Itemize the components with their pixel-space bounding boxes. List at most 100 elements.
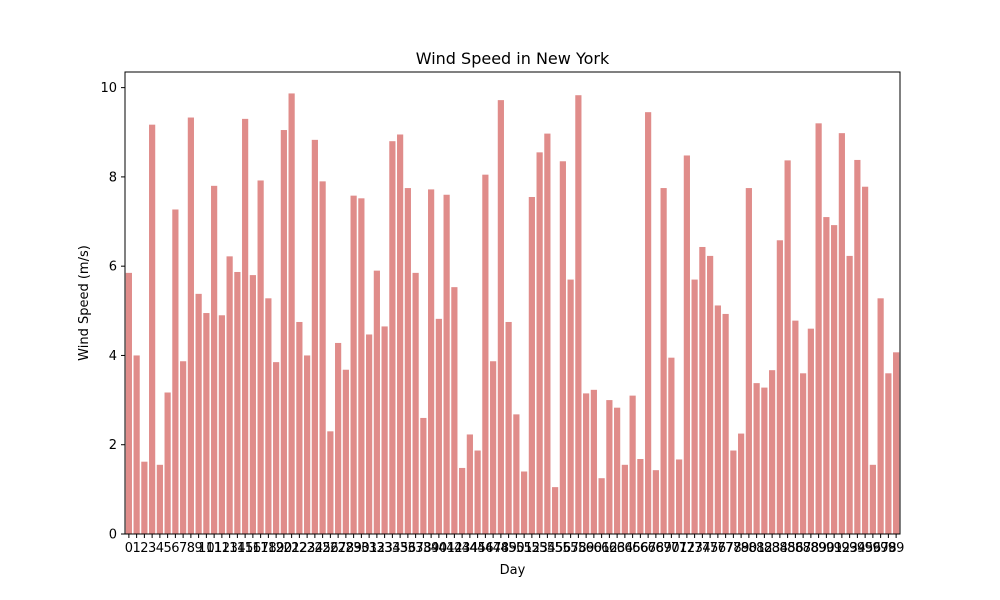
bar-day-67 bbox=[645, 112, 652, 535]
x-tick-label: 23 bbox=[299, 541, 316, 556]
x-tick-label: 91 bbox=[826, 541, 843, 556]
x-tick-label: 66 bbox=[632, 541, 649, 556]
x-tick-label: 68 bbox=[648, 541, 665, 556]
x-tick-label: 5 bbox=[163, 541, 171, 556]
bar-day-70 bbox=[668, 357, 675, 534]
x-tick-label: 79 bbox=[733, 541, 750, 556]
x-tick-label: 22 bbox=[291, 541, 308, 556]
bar-day-6 bbox=[172, 209, 179, 535]
x-tick-label: 61 bbox=[593, 541, 610, 556]
bar-day-57 bbox=[567, 279, 574, 534]
bar-day-81 bbox=[753, 383, 760, 534]
bar-day-33 bbox=[381, 326, 388, 534]
bar-day-71 bbox=[676, 459, 683, 534]
bar-day-10 bbox=[203, 313, 210, 534]
x-tick-label: 7 bbox=[179, 541, 187, 556]
x-tick-label: 52 bbox=[524, 541, 541, 556]
chart-title: Wind Speed in New York bbox=[416, 49, 610, 68]
x-tick-label: 21 bbox=[283, 541, 300, 556]
bar-day-42 bbox=[451, 287, 458, 534]
x-tick-label: 35 bbox=[392, 541, 409, 556]
x-tick-label: 27 bbox=[330, 541, 347, 556]
x-tick-label: 12 bbox=[214, 541, 231, 556]
x-tick-label: 69 bbox=[655, 541, 672, 556]
x-tick-label: 37 bbox=[407, 541, 424, 556]
bar-day-77 bbox=[722, 313, 729, 534]
bar-day-73 bbox=[691, 279, 698, 534]
bar-day-89 bbox=[815, 123, 822, 534]
bar-day-25 bbox=[319, 181, 326, 535]
bar-day-28 bbox=[342, 369, 349, 534]
bar-day-38 bbox=[420, 417, 427, 534]
bar-day-50 bbox=[513, 414, 520, 534]
x-tick-label: 84 bbox=[772, 541, 789, 556]
x-axis-label: Day bbox=[500, 563, 526, 578]
bar-day-96 bbox=[869, 464, 876, 534]
x-tick-label: 93 bbox=[841, 541, 858, 556]
bar-day-26 bbox=[327, 431, 334, 534]
x-tick-label: 59 bbox=[578, 541, 595, 556]
x-tick-label: 42 bbox=[446, 541, 463, 556]
plot-frame bbox=[124, 71, 901, 535]
x-tick-label: 73 bbox=[686, 541, 703, 556]
y-tick-label: 10 bbox=[100, 81, 117, 96]
bar-day-0 bbox=[125, 272, 132, 534]
x-tick-label: 15 bbox=[237, 541, 254, 556]
bar-day-75 bbox=[707, 255, 714, 534]
x-tick-label: 80 bbox=[741, 541, 758, 556]
x-tick-label: 75 bbox=[702, 541, 719, 556]
bar-day-18 bbox=[265, 298, 272, 534]
bar-day-59 bbox=[583, 393, 590, 534]
bar-day-30 bbox=[358, 198, 365, 534]
x-tick-label: 64 bbox=[617, 541, 634, 556]
x-tick-label: 63 bbox=[609, 541, 626, 556]
x-tick-label: 51 bbox=[516, 541, 533, 556]
bar-day-12 bbox=[218, 315, 225, 534]
x-tick-label: 0 bbox=[125, 541, 133, 556]
bar-day-41 bbox=[443, 194, 450, 534]
x-tick-label: 32 bbox=[369, 541, 386, 556]
x-tick-label: 45 bbox=[469, 541, 486, 556]
x-tick-label: 67 bbox=[640, 541, 657, 556]
bar-day-60 bbox=[590, 389, 597, 534]
x-tick-label: 3 bbox=[148, 541, 156, 556]
x-tick-label: 46 bbox=[477, 541, 494, 556]
x-tick-label: 87 bbox=[795, 541, 812, 556]
x-tick-label: 74 bbox=[694, 541, 711, 556]
bar-day-79 bbox=[738, 433, 745, 534]
x-tick-label: 90 bbox=[818, 541, 835, 556]
bar-day-49 bbox=[505, 321, 512, 534]
bar-day-74 bbox=[699, 246, 706, 535]
x-tick-label: 19 bbox=[268, 541, 285, 556]
x-tick-label: 9 bbox=[194, 541, 202, 556]
bar-day-54 bbox=[544, 133, 551, 534]
x-tick-label: 62 bbox=[601, 541, 618, 556]
bar-day-7 bbox=[180, 361, 187, 534]
x-tick-label: 78 bbox=[725, 541, 742, 556]
bar-day-1 bbox=[133, 355, 140, 534]
x-tick-label: 48 bbox=[493, 541, 510, 556]
bar-day-37 bbox=[412, 272, 419, 534]
x-tick-label: 92 bbox=[834, 541, 851, 556]
bar-day-98 bbox=[885, 373, 892, 534]
bar-day-5 bbox=[164, 392, 171, 534]
x-tick-label: 53 bbox=[531, 541, 548, 556]
x-tick-label: 56 bbox=[555, 541, 572, 556]
bar-day-27 bbox=[335, 342, 342, 534]
bar-day-80 bbox=[745, 188, 752, 534]
x-tick-label: 71 bbox=[671, 541, 688, 556]
bar-day-91 bbox=[831, 225, 838, 535]
bar-day-43 bbox=[459, 467, 466, 534]
x-tick-label: 38 bbox=[415, 541, 432, 556]
bar-day-9 bbox=[195, 293, 202, 534]
bar-day-11 bbox=[211, 185, 218, 534]
bar-day-48 bbox=[497, 100, 504, 535]
bar-day-31 bbox=[366, 334, 373, 534]
bar-day-83 bbox=[769, 370, 776, 534]
x-tick-label: 65 bbox=[624, 541, 641, 556]
bar-day-72 bbox=[683, 155, 690, 534]
x-tick-label: 14 bbox=[229, 541, 246, 556]
bar-day-58 bbox=[575, 95, 582, 535]
bar-day-22 bbox=[296, 321, 303, 534]
